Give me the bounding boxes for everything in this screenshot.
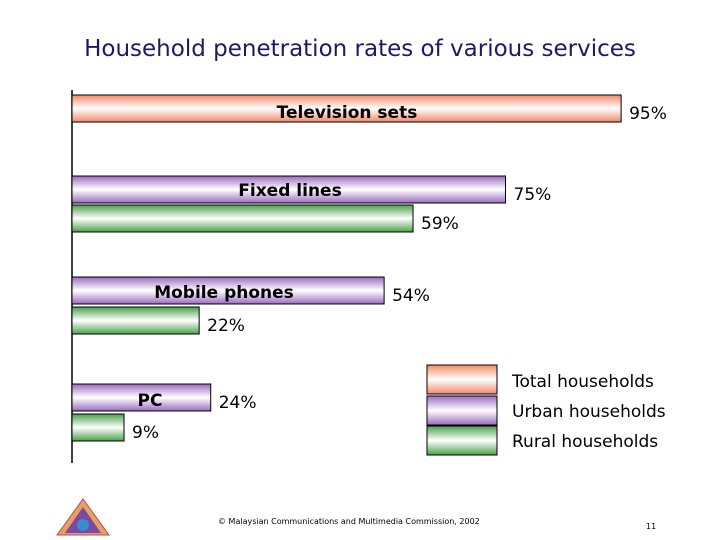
slide-title: Household penetration rates of various s…	[84, 36, 636, 62]
bar-total-0	[71, 94, 622, 123]
commission-logo	[56, 498, 110, 536]
legend-label-rural: Rural households	[512, 432, 659, 452]
legend-swatch-rural	[426, 425, 498, 456]
legend-label-urban: Urban households	[512, 402, 666, 422]
bar-rural-1	[71, 204, 414, 233]
bar-rural-3	[71, 413, 125, 442]
data-label-total-0: 95%	[629, 104, 667, 124]
legend-swatch-urban	[426, 395, 498, 426]
legend-label-total: Total households	[512, 372, 654, 392]
page-number: 11	[646, 522, 657, 531]
bar-rural-2	[71, 306, 200, 335]
data-label-urban-3: 24%	[219, 393, 257, 413]
bar-urban-1	[71, 175, 506, 204]
data-label-urban-2: 54%	[392, 286, 430, 306]
bar-urban-3	[71, 383, 212, 412]
data-label-urban-1: 75%	[514, 185, 552, 205]
category-label-0: Television sets	[277, 103, 418, 123]
category-label-1: Fixed lines	[238, 181, 341, 201]
bar-urban-2	[71, 276, 385, 305]
category-label-2: Mobile phones	[154, 283, 294, 303]
data-label-rural-3: 9%	[132, 423, 159, 443]
category-label-3: PC	[138, 391, 163, 411]
copyright-footer: © Malaysian Communications and Multimedi…	[218, 517, 480, 526]
data-label-rural-2: 22%	[207, 316, 245, 336]
legend-swatch-total	[426, 364, 498, 395]
data-label-rural-1: 59%	[421, 214, 459, 234]
